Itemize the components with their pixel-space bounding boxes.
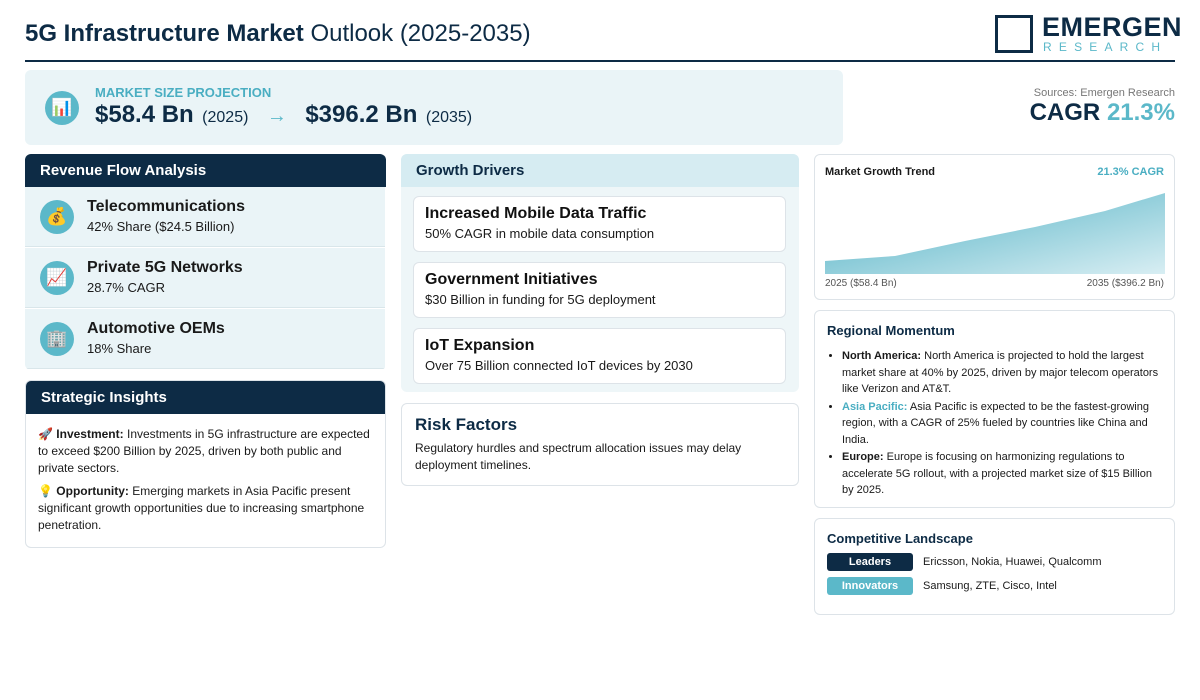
start-value: $58.4 Bn: [95, 101, 194, 128]
revenue-item: 💰 Telecommunications 42% Share ($24.5 Bill…: [25, 187, 385, 247]
driver-name: IoT Expansion: [425, 337, 535, 354]
revenue-flow: Revenue Flow Analysis 💰 Telecommunication…: [25, 154, 386, 370]
driver-detail: 50% CAGR in mobile data consumption: [425, 226, 655, 241]
sources: Sources: Emergen Research: [1033, 87, 1175, 99]
revenue-item: 🏢 Automotive OEMs 18% Share: [25, 309, 385, 369]
companies: Samsung, ZTE, Cisco, Intel: [923, 580, 1057, 592]
strategic-insights: Strategic Insights 🚀 Investment: Investm…: [25, 380, 386, 548]
tag: Innovators: [827, 577, 913, 595]
region-item: Europe: Europe is focusing on harmonizin…: [842, 449, 1162, 499]
driver-name: Government Initiatives: [425, 271, 598, 288]
title-rest: Outlook (2025-2035): [310, 20, 531, 47]
growth-drivers: Growth Drivers Increased Mobile Data Tra…: [401, 154, 799, 392]
item-detail: 18% Share: [87, 341, 152, 356]
logo-name: EMERGEN: [1042, 12, 1183, 42]
end-year: (2035): [425, 109, 473, 126]
item-detail: 42% Share ($24.5 Billion): [87, 219, 235, 234]
item-name: Telecommunications: [87, 198, 245, 215]
icon: 🏢: [40, 322, 74, 356]
region-name: Europe:: [842, 451, 884, 463]
card-title: Revenue Flow Analysis: [25, 154, 386, 187]
insight-text: Investments in 5G infrastructure are exp…: [38, 427, 370, 475]
icon: 📈: [40, 261, 74, 295]
driver-name: Increased Mobile Data Traffic: [425, 205, 647, 222]
projection-icon: 📊: [45, 91, 79, 125]
region-item: Asia Pacific: Asia Pacific is expected t…: [842, 399, 1162, 449]
risk-text: Regulatory hurdles and spectrum allocati…: [415, 441, 742, 472]
card-title: Regional Momentum: [827, 323, 955, 338]
region-text: North America is projected to hold the l…: [842, 350, 1159, 395]
cagr-value: 21.3%: [1106, 99, 1175, 126]
projection-label: MARKET SIZE PROJECTION: [95, 85, 272, 100]
arrow: →: [266, 105, 287, 127]
trend-end: 2035 ($396.2 Bn): [1086, 278, 1164, 289]
card-title: Strategic Insights: [26, 381, 385, 414]
insight: 💡 Opportunity: Emerging markets in Asia …: [38, 484, 365, 532]
header-rule: [25, 60, 1175, 62]
projection-box: 📊 MARKET SIZE PROJECTION $58.4 Bn (2025)…: [25, 70, 843, 145]
projection-values: $58.4 Bn (2025) → $396.2 Bn (2035): [95, 101, 472, 129]
cagr-label: CAGR: [1029, 99, 1101, 126]
card-title: Growth Drivers: [401, 154, 799, 187]
trend-shape: [825, 193, 1165, 274]
risk-factors: Risk Factors Regulatory hurdles and spec…: [401, 403, 799, 486]
start-year: (2025): [202, 109, 249, 126]
competitor-row: Leaders Ericsson, Nokia, Huawei, Qualcomm: [827, 553, 1162, 571]
trend-cagr: 21.3% CAGR: [1097, 166, 1164, 178]
competitive-landscape: Competitive Landscape Leaders Ericsson, N…: [814, 518, 1175, 615]
revenue-item: 📈 Private 5G Networks 28.7% CAGR: [25, 248, 385, 308]
end-value: $396.2 Bn: [305, 101, 418, 128]
item-name: Automotive OEMs: [87, 320, 225, 337]
icon: 💰: [40, 200, 74, 234]
trend-start: 2025 ($58.4 Bn): [825, 278, 897, 289]
driver: Government Initiatives $30 Billion in fun…: [413, 262, 786, 318]
insight-label: Investment:: [56, 427, 124, 441]
region-text: Europe is focusing on harmonizing regula…: [842, 451, 1152, 496]
item-name: Private 5G Networks: [87, 259, 243, 276]
regional-momentum: Regional Momentum North America: North A…: [814, 310, 1175, 508]
cagr: CAGR 21.3%: [1030, 99, 1175, 127]
item-detail: 28.7% CAGR: [87, 280, 166, 295]
insight-label: Opportunity:: [56, 484, 129, 498]
title-bold: 5G Infrastructure Market: [25, 20, 304, 47]
title: 5G Infrastructure Market Outlook (2025-2…: [25, 20, 531, 48]
tag: Leaders: [827, 553, 913, 571]
driver-detail: $30 Billion in funding for 5G deployment: [425, 292, 656, 307]
region-text: Asia Pacific is expected to be the faste…: [842, 400, 1149, 446]
insight: 🚀 Investment: Investments in 5G infrastr…: [38, 427, 370, 475]
insight-text: Emerging markets in Asia Pacific present…: [38, 484, 365, 532]
region-item: North America: North America is projecte…: [842, 348, 1162, 398]
logo-mark: [995, 15, 1033, 53]
competitor-row: Innovators Samsung, ZTE, Cisco, Intel: [827, 577, 1162, 595]
driver: Increased Mobile Data Traffic 50% CAGR in…: [413, 196, 786, 252]
driver-detail: Over 75 Billion connected IoT devices by…: [425, 358, 693, 373]
card-title: Risk Factors: [415, 415, 518, 434]
region-list: North America: North America is projecte…: [827, 348, 1162, 499]
logo-sub: RESEARCH: [1043, 40, 1168, 54]
region-name: Asia Pacific:: [842, 400, 908, 413]
insights-body: 🚀 Investment: Investments in 5G infrastr…: [26, 414, 385, 547]
driver: IoT Expansion Over 75 Billion connected I…: [413, 328, 786, 384]
trend-title: Market Growth Trend: [825, 166, 936, 178]
growth-trend: Market Growth Trend 21.3% CAGR 2025 ($58…: [814, 154, 1175, 300]
trend-area: [825, 193, 1165, 274]
card-title: Competitive Landscape: [827, 531, 973, 546]
region-name: North America:: [842, 350, 922, 362]
companies: Ericsson, Nokia, Huawei, Qualcomm: [923, 556, 1102, 568]
